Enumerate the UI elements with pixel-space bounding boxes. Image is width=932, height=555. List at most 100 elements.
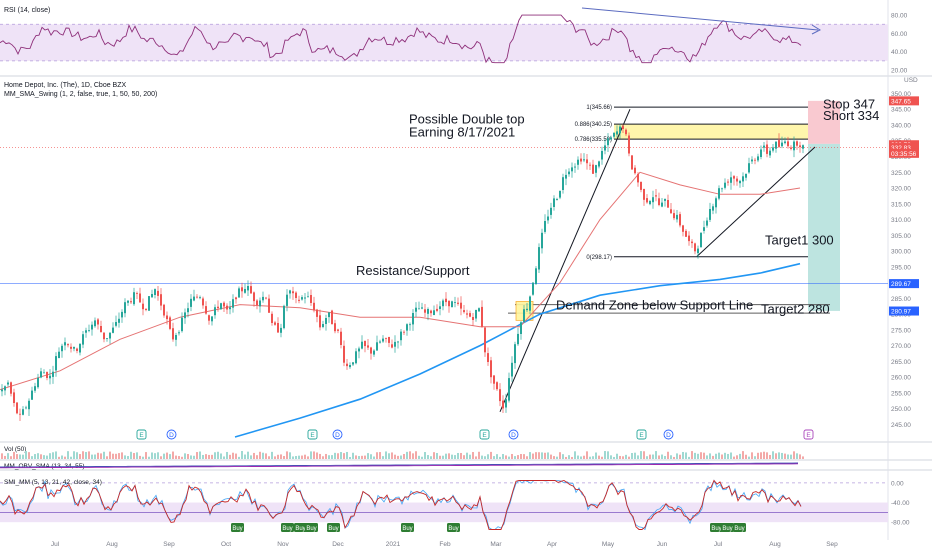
candle-body: [646, 198, 648, 203]
candle-body: [586, 159, 588, 164]
rsi-divergence-arrow: [811, 24, 822, 35]
volume-bar: [766, 452, 768, 459]
candle-body: [112, 327, 114, 333]
volume-bar: [163, 453, 165, 459]
volume-bar: [715, 453, 717, 459]
candle-body: [367, 345, 369, 348]
price-badge-label: 332.83: [891, 145, 911, 152]
price-badge-label: 347.65: [891, 98, 911, 105]
time-axis-label: May: [602, 541, 615, 548]
candle-body: [214, 307, 216, 316]
candle-body: [319, 315, 321, 328]
candle-body: [94, 320, 96, 327]
buy-signal-label: Buy: [734, 526, 744, 532]
volume-bar: [412, 453, 414, 459]
candle-body: [196, 296, 198, 298]
earnings-marker: [136, 429, 147, 440]
volume-bar: [97, 452, 99, 459]
volume-bar: [676, 453, 678, 459]
candle-body: [97, 319, 99, 325]
rsi-line: [0, 14, 802, 64]
candle-body: [715, 198, 717, 208]
candle-body: [148, 296, 150, 311]
time-axis-label: Aug: [106, 541, 118, 548]
volume-bar: [133, 453, 135, 459]
volume-bar: [781, 452, 783, 459]
candle-body: [205, 306, 207, 314]
volume-bar: [13, 451, 15, 459]
candle-body: [592, 164, 594, 174]
buy-signal-label: Buy: [711, 526, 721, 532]
candle-body: [424, 309, 426, 313]
price-tick-label: 275.00: [891, 327, 911, 334]
volume-bar: [592, 456, 594, 459]
candle-body: [601, 151, 603, 160]
volume-bar: [712, 455, 714, 459]
volume-bar: [463, 455, 465, 459]
volume-bar: [583, 455, 585, 459]
candle-body: [55, 356, 57, 371]
volume-bar: [166, 452, 168, 459]
candle-body: [301, 297, 303, 300]
candle-body: [703, 227, 705, 231]
profit-target-zone: [808, 143, 840, 311]
candle-body: [526, 308, 528, 311]
volume-bar: [334, 452, 336, 459]
candle-body: [559, 191, 561, 198]
volume-bar: [199, 451, 201, 459]
volume-bar: [640, 451, 642, 459]
candle-body: [28, 400, 30, 410]
volume-bar: [475, 456, 477, 459]
volume-bar: [535, 452, 537, 459]
volume-bar: [541, 452, 543, 459]
volume-bar: [784, 453, 786, 459]
volume-bar: [373, 456, 375, 459]
candle-body: [358, 348, 360, 352]
volume-bar: [532, 453, 534, 459]
oscillator-tick-label: -80.00: [891, 520, 910, 527]
volume-bar: [172, 451, 174, 459]
volume-bar: [328, 455, 330, 459]
buy-signal-marker: [281, 523, 294, 532]
candle-body: [745, 174, 747, 178]
volume-bar: [697, 453, 699, 459]
candle-body: [370, 347, 372, 354]
candle-body: [265, 297, 267, 299]
candle-body: [292, 291, 294, 294]
volume-bar: [742, 451, 744, 459]
volume-bar: [526, 456, 528, 459]
volume-bar: [109, 451, 111, 459]
candle-body: [340, 331, 342, 345]
volume-bar: [268, 456, 270, 459]
chart-annotation: Short 334: [823, 108, 879, 123]
candle-body: [115, 322, 117, 326]
candle-body: [565, 174, 567, 179]
volume-bar: [664, 455, 666, 459]
price-tick-label: 345.00: [891, 107, 911, 114]
candle-body: [514, 344, 516, 364]
volume-bar: [361, 455, 363, 459]
dividend-marker: [663, 429, 674, 440]
volume-bar: [193, 455, 195, 459]
time-axis-label: Jun: [657, 541, 668, 548]
volume-bar: [595, 452, 597, 459]
rsi-tick-label: 40.00: [891, 49, 908, 56]
chart-annotation: Target1 300: [765, 233, 834, 248]
candle-body: [382, 338, 384, 342]
candle-body: [505, 399, 507, 408]
volume-bar: [472, 452, 474, 459]
candle-body: [484, 327, 486, 353]
candle-body: [532, 282, 534, 295]
oscillator-tick-label: -40.00: [891, 500, 910, 507]
event-marker-label: D: [666, 432, 671, 439]
candle-body: [376, 342, 378, 351]
candle-body: [271, 313, 273, 323]
volume-bar: [73, 451, 75, 459]
candle-body: [175, 335, 177, 340]
volume-bar: [496, 454, 498, 459]
candle-body: [409, 324, 411, 326]
candle-body: [241, 287, 243, 292]
candle-body: [172, 328, 174, 340]
volume-bar: [448, 453, 450, 459]
candle-body: [349, 365, 351, 368]
